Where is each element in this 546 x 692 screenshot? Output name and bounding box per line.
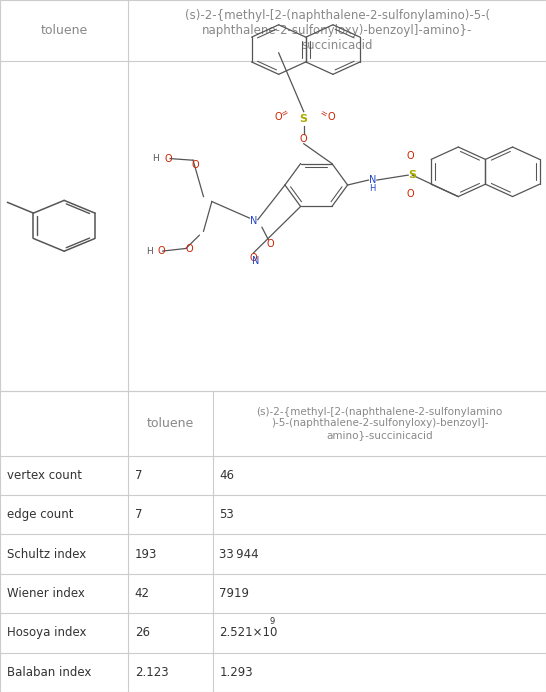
Text: 7: 7	[135, 509, 143, 521]
Text: 42: 42	[135, 587, 150, 600]
Text: 2.521×10: 2.521×10	[219, 626, 278, 639]
Text: 33 944: 33 944	[219, 547, 259, 561]
Text: S: S	[408, 170, 417, 180]
Text: =: =	[317, 108, 328, 119]
Text: H: H	[146, 246, 152, 255]
Text: 1.293: 1.293	[219, 666, 253, 679]
Text: H: H	[152, 154, 159, 163]
Text: (s)-2-{methyl-[2-(naphthalene-2-sulfonylamino
)-5-(naphthalene-2-sulfonyloxy)-be: (s)-2-{methyl-[2-(naphthalene-2-sulfonyl…	[256, 407, 503, 440]
Text: toluene: toluene	[40, 24, 88, 37]
Text: 7919: 7919	[219, 587, 250, 600]
Text: vertex count: vertex count	[7, 469, 81, 482]
Text: N: N	[252, 256, 259, 266]
Text: N: N	[369, 175, 376, 185]
Text: Balaban index: Balaban index	[7, 666, 91, 679]
Text: O: O	[266, 239, 274, 250]
Text: O: O	[275, 112, 282, 122]
Text: 7: 7	[135, 469, 143, 482]
Text: toluene: toluene	[147, 417, 194, 430]
Text: O: O	[158, 246, 165, 256]
Text: Wiener index: Wiener index	[7, 587, 85, 600]
Text: (s)-2-{methyl-[2-(naphthalene-2-sulfonylamino)-5-(
naphthalene-2-sulfonyloxy)-be: (s)-2-{methyl-[2-(naphthalene-2-sulfonyl…	[185, 9, 490, 52]
Text: O: O	[300, 134, 307, 144]
Text: O: O	[185, 244, 193, 255]
Text: edge count: edge count	[7, 509, 73, 521]
Text: O: O	[164, 154, 172, 163]
Text: O: O	[407, 151, 414, 161]
Text: O: O	[327, 112, 335, 122]
Text: 2.123: 2.123	[135, 666, 169, 679]
Text: S: S	[300, 114, 308, 124]
Text: 193: 193	[135, 547, 157, 561]
Text: O: O	[191, 160, 199, 170]
Text: 26: 26	[135, 626, 150, 639]
Text: Hosoya index: Hosoya index	[7, 626, 86, 639]
Text: 9: 9	[270, 617, 275, 626]
Text: 46: 46	[219, 469, 234, 482]
Text: O: O	[250, 253, 257, 263]
Text: =: =	[280, 108, 290, 119]
Text: 53: 53	[219, 509, 234, 521]
Text: O: O	[407, 189, 414, 199]
Text: Schultz index: Schultz index	[7, 547, 86, 561]
Text: H: H	[370, 185, 376, 194]
Text: N: N	[250, 217, 257, 226]
